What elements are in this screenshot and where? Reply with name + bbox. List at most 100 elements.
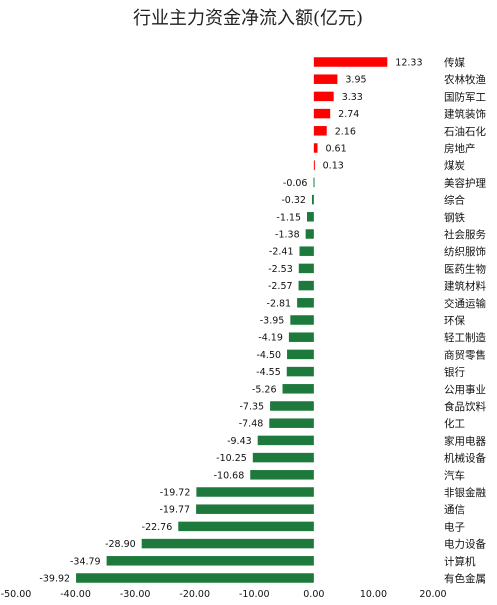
value-label-28: -22.76: [142, 522, 173, 533]
category-label-28: 电子: [444, 520, 465, 533]
value-labels-group: 12.33 3.95 3.33 2.74 2.16 0.61 0.13 -0.06 -0.32 -…: [39, 58, 422, 585]
bar-14: [298, 280, 314, 291]
value-label-21: -7.35: [239, 402, 264, 413]
value-label-31: -39.92: [39, 574, 70, 585]
x-tick-6: 0.00: [303, 589, 324, 600]
bar-22: [269, 418, 314, 428]
value-label-23: -9.43: [227, 436, 252, 447]
x-axis-ticks-group: -50.00 -40.00 -30.00 -20.00 -10.00 0.00 10.00 2…: [1, 589, 447, 600]
value-label-4: 2.74: [338, 109, 359, 120]
x-tick-7: 10.00: [360, 589, 387, 600]
value-label-30: -34.79: [70, 556, 101, 567]
bar-28: [178, 521, 314, 532]
bar-23: [257, 435, 314, 446]
value-label-26: -19.72: [160, 488, 191, 499]
bar-17: [288, 332, 314, 342]
value-label-15: -2.81: [267, 298, 292, 309]
value-label-1: 12.33: [395, 58, 422, 69]
category-label-25: 汽车: [444, 469, 465, 482]
value-label-18: -4.50: [256, 350, 281, 361]
value-label-20: -5.26: [252, 384, 277, 395]
category-label-16: 环保: [444, 314, 465, 327]
bar-13: [298, 263, 314, 274]
category-label-14: 建筑材料: [444, 280, 486, 293]
category-label-2: 农林牧渔: [444, 73, 486, 86]
category-label-17: 轻工制造: [444, 331, 486, 344]
value-label-7: 0.13: [323, 161, 344, 172]
category-label-12: 纺织服饰: [444, 245, 486, 258]
bar-24: [252, 452, 314, 463]
category-label-8: 美容护理: [444, 176, 486, 189]
bar-3: [313, 91, 334, 102]
value-label-25: -10.68: [214, 470, 245, 481]
category-label-29: 电力设备: [444, 538, 486, 551]
bar-27: [196, 504, 314, 514]
value-label-6: 0.61: [325, 144, 346, 155]
category-label-5: 石油石化: [444, 125, 486, 138]
value-label-12: -2.41: [269, 247, 294, 258]
value-label-14: -2.57: [268, 281, 293, 292]
x-tick-1: -50.00: [1, 589, 32, 600]
bar-11: [305, 229, 314, 239]
bar-15: [297, 298, 314, 308]
value-label-2: 3.95: [345, 75, 366, 86]
value-label-24: -10.25: [216, 453, 247, 464]
value-label-22: -7.48: [239, 419, 264, 430]
value-label-17: -4.19: [258, 333, 283, 344]
category-label-18: 商贸零售: [444, 348, 486, 361]
category-label-24: 机械设备: [444, 452, 486, 465]
bar-10: [307, 212, 314, 222]
bar-16: [290, 315, 314, 325]
bar-12: [299, 246, 314, 256]
bar-5: [313, 126, 327, 136]
value-label-19: -4.55: [256, 367, 281, 378]
bar-18: [287, 349, 314, 360]
bar-20: [282, 384, 314, 394]
bar-29: [141, 538, 314, 549]
bar-6: [313, 143, 318, 153]
category-label-23: 家用电器: [444, 434, 486, 447]
bar-31: [76, 573, 314, 583]
bar-25: [250, 470, 314, 480]
value-label-3: 3.33: [342, 92, 363, 103]
x-tick-3: -30.00: [120, 589, 151, 600]
bar-19: [286, 366, 314, 377]
category-label-19: 银行: [444, 366, 465, 379]
bar-7: [313, 160, 315, 170]
category-label-13: 医药生物: [444, 262, 486, 275]
value-label-5: 2.16: [335, 126, 356, 137]
category-label-3: 国防军工: [444, 90, 486, 103]
category-label-26: 非银金融: [444, 486, 486, 499]
x-tick-4: -20.00: [179, 589, 210, 600]
category-label-27: 通信: [444, 504, 465, 516]
category-label-30: 计算机: [444, 555, 476, 568]
category-label-6: 房地产: [444, 142, 476, 155]
bar-26: [196, 487, 314, 497]
category-label-15: 交通运输: [444, 297, 486, 310]
bar-30: [106, 556, 314, 566]
bar-21: [270, 401, 314, 411]
category-label-20: 公用事业: [444, 383, 486, 396]
x-tick-5: -10.00: [239, 589, 270, 600]
category-label-7: 煤炭: [444, 159, 465, 172]
value-label-11: -1.38: [275, 230, 300, 241]
bar-4: [313, 108, 331, 119]
bar-1: [313, 57, 388, 67]
category-label-21: 食品饮料: [444, 400, 486, 413]
value-label-29: -28.90: [105, 539, 136, 550]
value-label-27: -19.77: [159, 505, 190, 516]
category-label-10: 钢铁: [444, 211, 465, 224]
category-label-9: 综合: [444, 194, 465, 207]
bar-2: [313, 74, 338, 84]
category-label-4: 建筑装饰: [444, 108, 486, 121]
bar-9: [311, 194, 314, 205]
bar-8: [313, 177, 315, 188]
x-tick-2: -40.00: [60, 589, 91, 600]
value-label-10: -1.15: [276, 212, 301, 223]
category-labels-group: 传媒农林牧渔国防军工建筑装饰石油石化房地产煤炭美容护理综合钢铁社会服务纺织服饰医…: [444, 56, 486, 585]
value-label-13: -2.53: [268, 264, 293, 275]
value-label-16: -3.95: [260, 316, 285, 327]
value-label-8: -0.06: [283, 178, 308, 189]
chart-title: 行业主力资金净流入额(亿元): [133, 8, 363, 29]
